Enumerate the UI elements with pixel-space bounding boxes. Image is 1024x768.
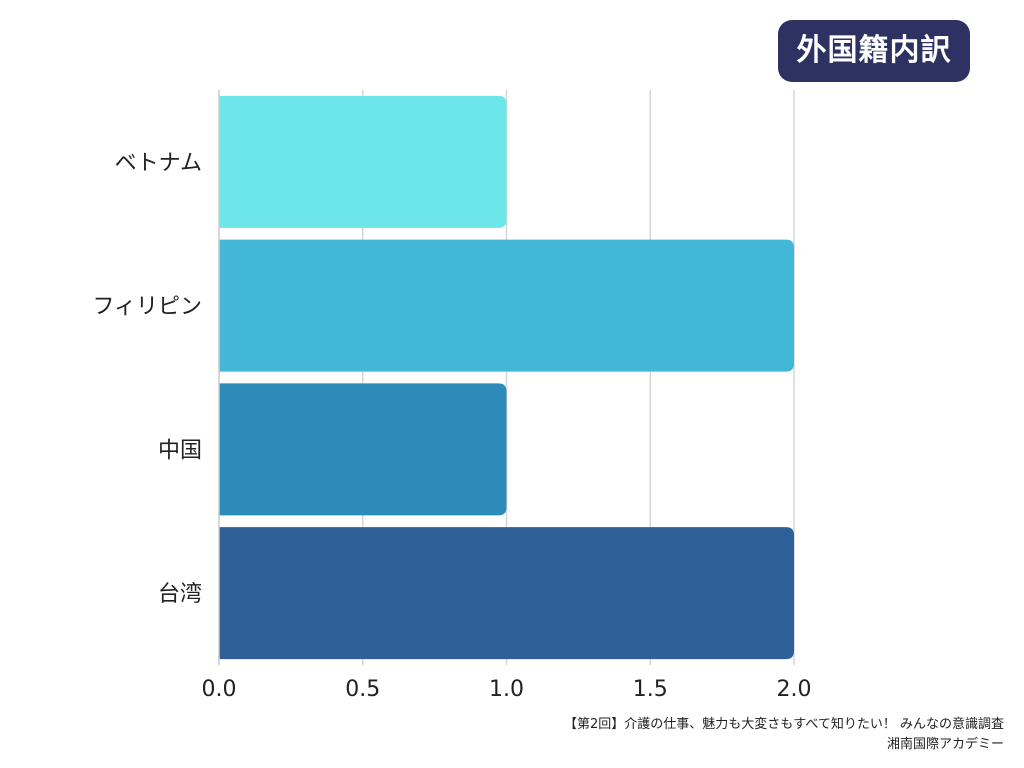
x-tick-label: 1.0 — [489, 677, 524, 702]
chart-title: 外国籍内訳 — [778, 20, 970, 82]
category-label: 中国 — [158, 438, 202, 463]
x-tick-label: 0.0 — [202, 677, 237, 702]
x-tick-label: 1.5 — [633, 677, 668, 702]
footer-organization: 湘南国際アカデミー — [886, 737, 1004, 752]
category-label: フィリピン — [92, 295, 202, 320]
bar — [219, 527, 794, 660]
bar — [219, 95, 507, 228]
footer-source: 【第2回】介護の仕事、魅力も大変さもすべて知りたい！ みんなの意識調査 — [564, 717, 1004, 732]
x-tick-label: 2.0 — [777, 677, 812, 702]
bars — [219, 95, 794, 660]
category-label: ベトナム — [115, 151, 202, 176]
x-tick-labels: 0.0 0.5 1.0 1.5 2.0 — [202, 677, 812, 702]
x-tick-label: 0.5 — [345, 677, 380, 702]
category-label: 台湾 — [158, 582, 202, 607]
bar — [219, 239, 794, 372]
bar — [219, 383, 507, 516]
